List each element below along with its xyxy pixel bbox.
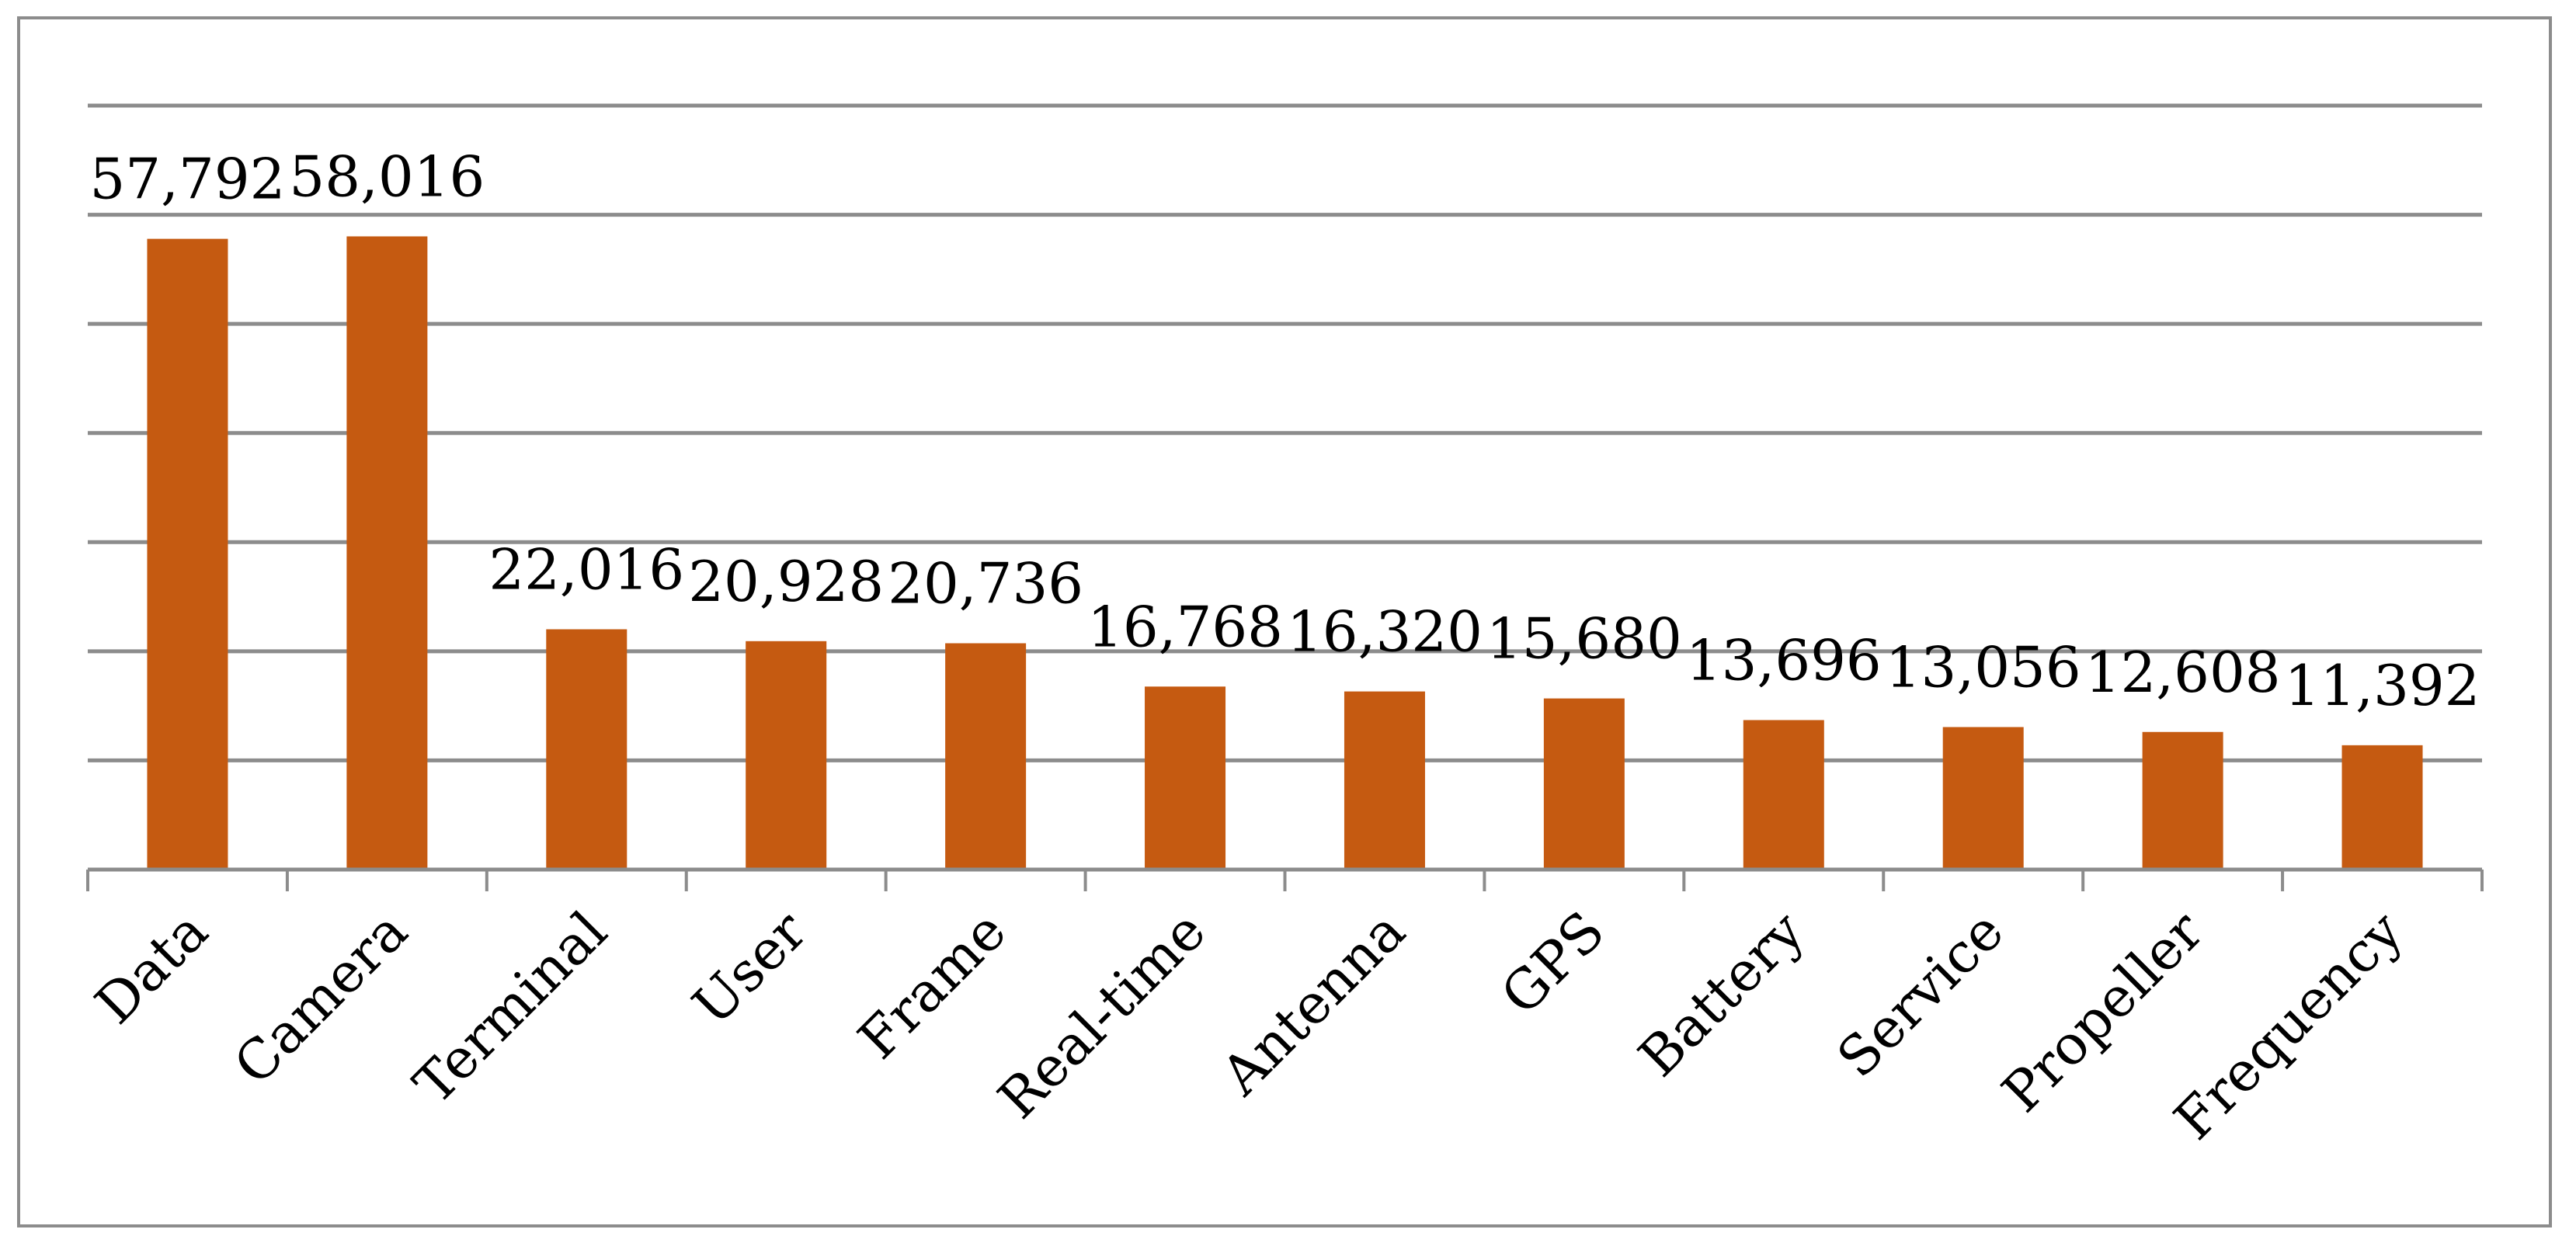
bars: [147, 236, 2423, 870]
value-label: 13,056: [1886, 634, 2081, 700]
value-label: 20,928: [688, 549, 884, 614]
category-label: GPS: [1489, 899, 1617, 1027]
value-label: 12,608: [2085, 640, 2281, 705]
value-label: 22,016: [488, 537, 684, 602]
category-label: User: [680, 899, 819, 1037]
bar-user: [746, 641, 827, 870]
bar-data: [147, 238, 228, 870]
category-label: Terminal: [402, 899, 619, 1116]
value-label: 57,792: [89, 147, 285, 212]
category-label: Service: [1825, 899, 2016, 1090]
category-label: Real-time: [986, 899, 1218, 1131]
chart-frame: [17, 16, 2552, 1227]
category-label: Antenna: [1208, 899, 1417, 1108]
category-label: Battery: [1626, 899, 1816, 1089]
x-axis: [86, 867, 2484, 891]
bar-real-time: [1145, 686, 1226, 870]
bar-terminal: [546, 629, 627, 870]
value-label: 58,016: [289, 144, 485, 209]
bar-frame: [945, 643, 1027, 870]
category-label: Frame: [846, 899, 1018, 1071]
bar-gps: [1543, 698, 1625, 870]
bar-propeller: [2142, 731, 2223, 870]
gridlines: [88, 103, 2482, 762]
bar-antenna: [1344, 691, 1425, 870]
category-label: Data: [83, 899, 221, 1036]
value-label: 15,680: [1486, 606, 1682, 672]
category-label: Camera: [222, 899, 420, 1097]
bar-camera: [346, 236, 428, 870]
value-label: 13,696: [1686, 627, 1882, 693]
value-label: 16,768: [1087, 594, 1283, 659]
value-label: 20,736: [888, 551, 1083, 616]
value-label: 16,320: [1287, 599, 1483, 665]
bar-frequency: [2341, 745, 2423, 870]
value-label: 11,392: [2285, 653, 2480, 718]
bar-battery: [1743, 720, 1824, 870]
bar-service: [1942, 727, 2024, 870]
